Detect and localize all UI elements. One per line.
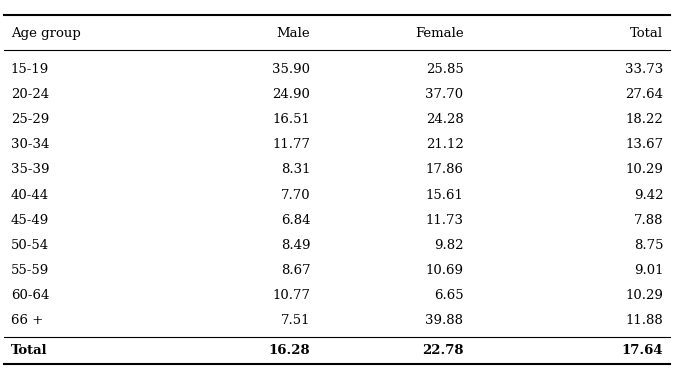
Text: 11.88: 11.88 — [625, 314, 663, 327]
Text: 7.51: 7.51 — [281, 314, 310, 327]
Text: 15.61: 15.61 — [425, 189, 464, 202]
Text: Female: Female — [415, 27, 464, 40]
Text: 60-64: 60-64 — [11, 289, 49, 302]
Text: 25-29: 25-29 — [11, 113, 49, 126]
Text: 13.67: 13.67 — [625, 138, 663, 151]
Text: 16.28: 16.28 — [269, 344, 310, 357]
Text: 11.73: 11.73 — [425, 214, 464, 227]
Text: 40-44: 40-44 — [11, 189, 49, 202]
Text: 21.12: 21.12 — [426, 138, 464, 151]
Text: 18.22: 18.22 — [625, 113, 663, 126]
Text: 66 +: 66 + — [11, 314, 43, 327]
Text: 35-39: 35-39 — [11, 163, 49, 176]
Text: 9.01: 9.01 — [634, 264, 663, 277]
Text: 22.78: 22.78 — [422, 344, 464, 357]
Text: 35.90: 35.90 — [272, 63, 310, 76]
Text: 15-19: 15-19 — [11, 63, 49, 76]
Text: 45-49: 45-49 — [11, 214, 49, 227]
Text: 7.70: 7.70 — [281, 189, 310, 202]
Text: 11.77: 11.77 — [272, 138, 310, 151]
Text: 24.90: 24.90 — [272, 88, 310, 101]
Text: 24.28: 24.28 — [426, 113, 464, 126]
Text: Age group: Age group — [11, 27, 81, 40]
Text: 55-59: 55-59 — [11, 264, 49, 277]
Text: Male: Male — [277, 27, 310, 40]
Text: 16.51: 16.51 — [272, 113, 310, 126]
Text: 25.85: 25.85 — [426, 63, 464, 76]
Text: 17.86: 17.86 — [425, 163, 464, 176]
Text: 7.88: 7.88 — [634, 214, 663, 227]
Text: 37.70: 37.70 — [425, 88, 464, 101]
Text: Total: Total — [630, 27, 663, 40]
Text: 10.29: 10.29 — [625, 289, 663, 302]
Text: 30-34: 30-34 — [11, 138, 49, 151]
Text: 50-54: 50-54 — [11, 239, 49, 252]
Text: 8.31: 8.31 — [281, 163, 310, 176]
Text: 10.29: 10.29 — [625, 163, 663, 176]
Text: 6.65: 6.65 — [434, 289, 464, 302]
Text: 17.64: 17.64 — [621, 344, 663, 357]
Text: 33.73: 33.73 — [625, 63, 663, 76]
Text: 8.67: 8.67 — [281, 264, 310, 277]
Text: 6.84: 6.84 — [281, 214, 310, 227]
Text: 10.77: 10.77 — [272, 289, 310, 302]
Text: Total: Total — [11, 344, 47, 357]
Text: 27.64: 27.64 — [625, 88, 663, 101]
Text: 39.88: 39.88 — [425, 314, 464, 327]
Text: 9.82: 9.82 — [434, 239, 464, 252]
Text: 10.69: 10.69 — [425, 264, 464, 277]
Text: 20-24: 20-24 — [11, 88, 49, 101]
Text: 9.42: 9.42 — [634, 189, 663, 202]
Text: 8.49: 8.49 — [281, 239, 310, 252]
Text: 8.75: 8.75 — [634, 239, 663, 252]
